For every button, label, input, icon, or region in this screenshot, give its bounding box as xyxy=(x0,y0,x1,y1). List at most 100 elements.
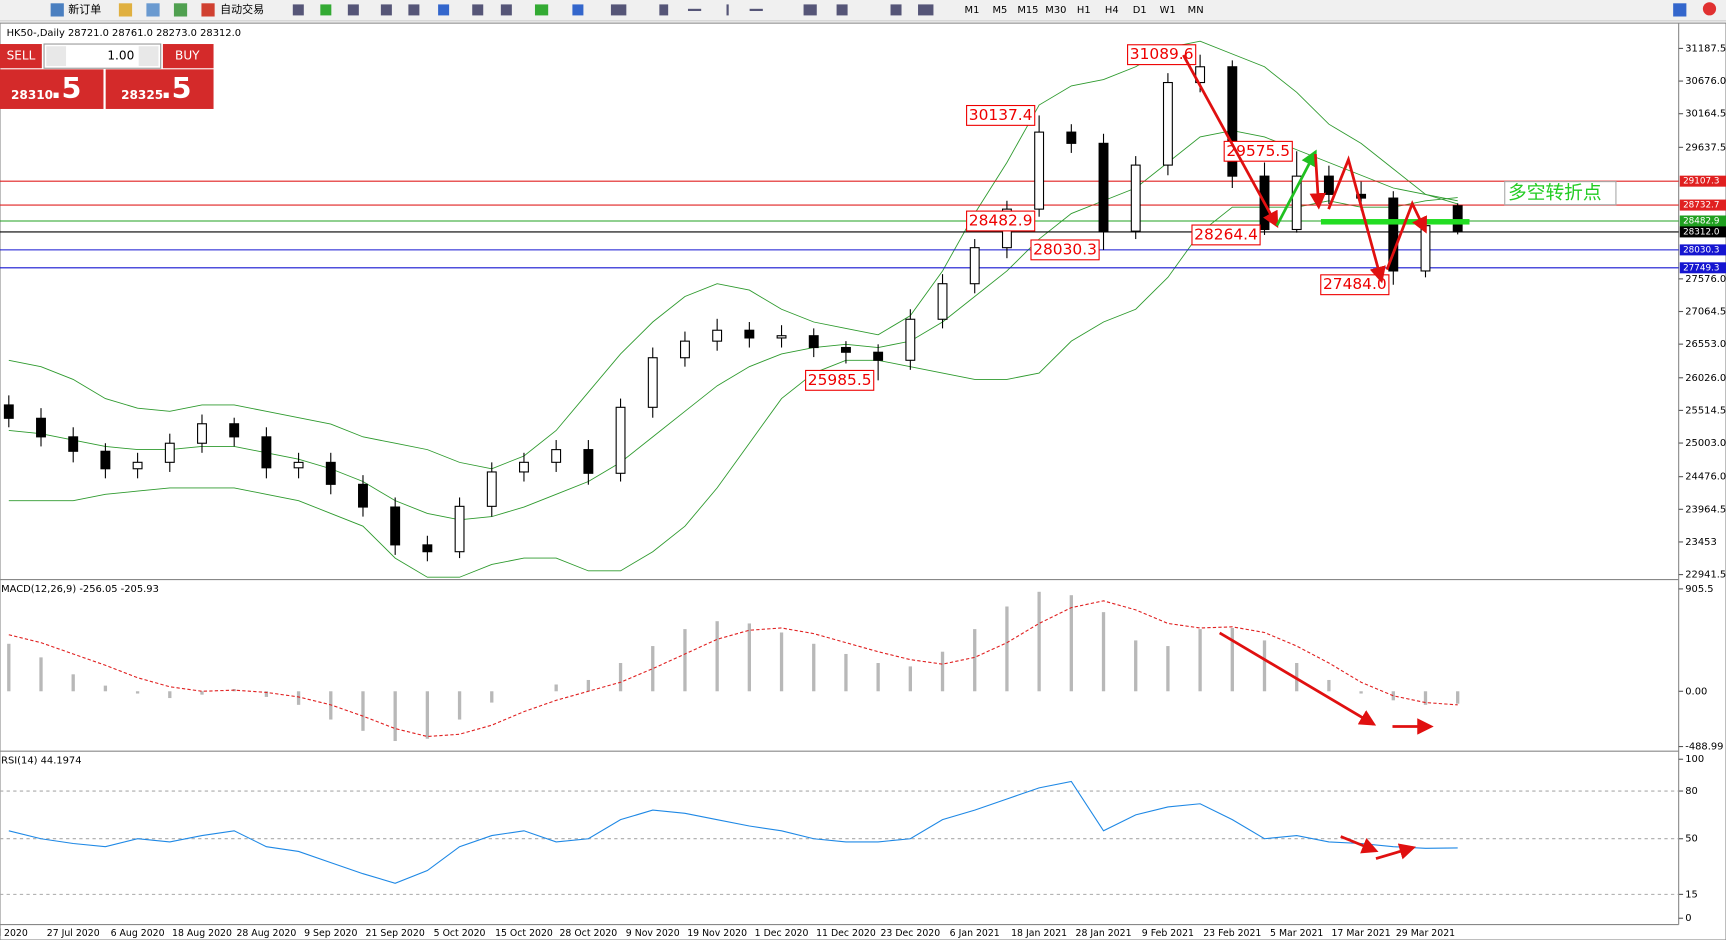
timeframe-button[interactable]: H1 xyxy=(1077,5,1091,16)
price-line-tag xyxy=(1679,215,1726,227)
candle-body xyxy=(1098,142,1109,232)
tool-icon[interactable] xyxy=(687,8,702,12)
timeframe-button[interactable]: M1 xyxy=(965,5,980,16)
tool-icon[interactable] xyxy=(500,4,512,16)
candle-body xyxy=(969,247,980,285)
macd-bar xyxy=(683,629,687,692)
x-tick-label: 27 Jul 2020 xyxy=(47,928,100,939)
new-order-button[interactable]: 新订单 xyxy=(68,2,101,16)
timeframe-button[interactable]: W1 xyxy=(1160,5,1176,16)
macd-bar xyxy=(1230,627,1234,692)
sell-button[interactable] xyxy=(0,44,42,69)
tool-icon[interactable] xyxy=(726,4,729,16)
tool-icon[interactable] xyxy=(347,4,359,16)
candle-body xyxy=(615,406,626,474)
y-tick-label: 23453 xyxy=(1685,537,1716,548)
sell-pips[interactable]: .5 xyxy=(51,71,82,105)
tool-icon[interactable] xyxy=(118,3,133,17)
buy-price-box[interactable] xyxy=(105,69,214,109)
price-line-tag xyxy=(1679,199,1726,211)
tool-icon[interactable] xyxy=(320,4,332,16)
candle-body xyxy=(1323,175,1334,195)
drawn-arrows xyxy=(1182,54,1434,860)
tool-icon[interactable] xyxy=(836,4,848,16)
price-annotation: 27484.0 xyxy=(1323,275,1387,293)
search-icon[interactable] xyxy=(1673,3,1687,17)
macd-bar xyxy=(618,663,623,692)
y-tick-label: -488.99 xyxy=(1685,742,1723,753)
timeframe-button[interactable]: D1 xyxy=(1133,5,1147,16)
y-tick-label: 27064.5 xyxy=(1685,307,1726,318)
macd-bar xyxy=(393,691,397,742)
y-tick-label: 80 xyxy=(1685,786,1698,797)
sell-label[interactable]: SELL xyxy=(7,49,36,63)
auto-trade-icon[interactable] xyxy=(201,3,215,17)
candle-body xyxy=(164,442,175,463)
candle-body xyxy=(1388,197,1399,272)
tool-icon[interactable] xyxy=(572,4,584,16)
candle-body xyxy=(776,335,787,339)
candle-body xyxy=(261,436,272,469)
candle-body xyxy=(68,436,79,452)
lot-value[interactable]: 1.00 xyxy=(107,49,134,63)
y-tick-label: 23964.5 xyxy=(1685,504,1726,515)
tool-icon[interactable] xyxy=(610,4,627,16)
y-tick-label: 30164.5 xyxy=(1685,109,1726,120)
y-tick-label: 0.00 xyxy=(1685,686,1707,697)
tool-icon[interactable] xyxy=(438,4,450,16)
candle-body xyxy=(1066,131,1077,144)
band-line xyxy=(8,40,1458,470)
annotation-box xyxy=(1127,44,1197,66)
arrow xyxy=(1375,843,1417,860)
tool-icon[interactable] xyxy=(918,4,934,16)
macd-bar xyxy=(586,679,591,692)
tool-icon[interactable] xyxy=(146,3,160,17)
toolbar xyxy=(0,0,1726,21)
tool-icon[interactable] xyxy=(408,4,420,16)
candle-body xyxy=(905,318,916,361)
candle-body xyxy=(1227,66,1238,177)
lot-up[interactable] xyxy=(138,46,159,67)
notification-icon[interactable] xyxy=(1702,2,1717,16)
buy-button[interactable] xyxy=(162,44,214,69)
y-tick-label: 50 xyxy=(1685,834,1698,845)
timeframe-button[interactable]: MN xyxy=(1188,5,1204,16)
timeframe-bar: M1 M5 M15 M30 H1 H4 D1 W1 MN xyxy=(965,5,1204,16)
auto-trade-button[interactable]: 自动交易 xyxy=(220,2,264,16)
timeframe-button[interactable]: M5 xyxy=(993,5,1008,16)
tool-icon[interactable] xyxy=(803,4,817,16)
buy-label[interactable]: BUY xyxy=(175,49,200,63)
macd-bar xyxy=(1423,691,1428,705)
sell-price-box[interactable] xyxy=(0,69,104,109)
macd-bar xyxy=(1391,691,1395,701)
buy-pips[interactable]: .5 xyxy=(161,71,192,105)
macd-bar xyxy=(264,691,269,697)
tool-icon[interactable] xyxy=(890,4,902,16)
macd-bar xyxy=(425,691,430,739)
tool-icon[interactable] xyxy=(472,4,484,16)
tool-icon[interactable] xyxy=(380,4,392,16)
candle-body xyxy=(583,449,594,474)
buy-price[interactable]: 28325 xyxy=(121,88,163,102)
timeframe-button[interactable]: H4 xyxy=(1105,5,1119,16)
new-order-icon[interactable] xyxy=(50,3,64,17)
timeframe-button[interactable]: M30 xyxy=(1045,5,1066,16)
macd-bar xyxy=(457,691,462,720)
tool-icon[interactable] xyxy=(659,4,669,16)
y-tick-label: 31187.5 xyxy=(1685,43,1726,54)
sell-price[interactable]: 28310 xyxy=(11,88,53,102)
candle-body xyxy=(873,351,884,361)
macd-bar xyxy=(1198,629,1202,692)
lot-down[interactable] xyxy=(46,46,67,67)
arrow xyxy=(1182,54,1279,229)
x-tick-label: 19 Nov 2020 xyxy=(687,928,747,939)
price-annotation: 25985.5 xyxy=(808,371,872,389)
tool-icon[interactable] xyxy=(534,4,549,16)
chart-title: HK50-,Daily 28721.0 28761.0 28273.0 2831… xyxy=(7,28,241,39)
x-tick-label: 28 Oct 2020 xyxy=(559,928,617,939)
tool-icon[interactable] xyxy=(173,3,188,17)
timeframe-button[interactable]: M15 xyxy=(1017,5,1038,16)
tool-icon[interactable] xyxy=(292,4,304,16)
candle-body xyxy=(390,506,401,546)
tool-icon[interactable] xyxy=(749,8,763,12)
